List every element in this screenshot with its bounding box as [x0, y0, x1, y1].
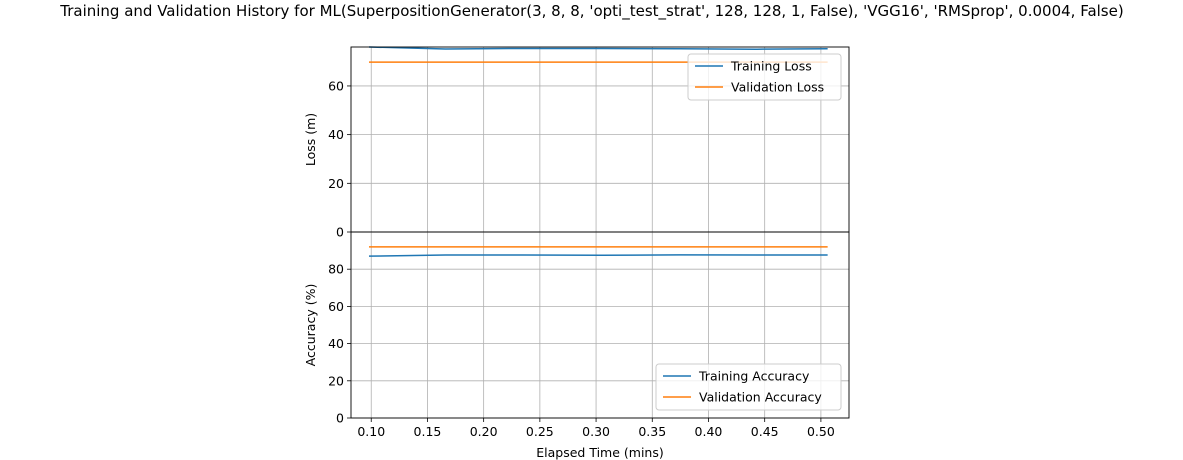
x-tick-label: 0.45	[751, 424, 779, 439]
legend-label: Validation Loss	[731, 80, 824, 95]
y-tick-label: 60	[328, 299, 344, 314]
y-tick-label: 40	[328, 127, 344, 142]
legend-box	[655, 363, 842, 411]
x-tick-label: 0.30	[582, 424, 610, 439]
series-line-training-loss	[368, 46, 828, 50]
y-tick-label: 20	[328, 176, 344, 191]
y-tick-label: 20	[328, 373, 344, 388]
legend-label: Validation Accuracy	[699, 390, 822, 405]
y-tick-label: 80	[328, 262, 344, 277]
x-tick-label: 0.15	[414, 424, 442, 439]
legend: Training Accuracy Validation Accuracy	[655, 363, 842, 411]
y-tick-label: 60	[328, 78, 344, 93]
y-axis-label: Loss (m)	[303, 113, 318, 166]
chart-title: Training and Validation History for ML(S…	[59, 2, 1123, 21]
y-tick-label: 0	[336, 411, 344, 426]
x-tick-label: 0.10	[357, 424, 385, 439]
chart-panels: 0 20 40 60 Loss (m) Training Loss Validation L…	[303, 46, 850, 439]
y-tick-label: 0	[336, 225, 344, 240]
panel-loss: 0 20 40 60 Loss (m) Training Loss Validation L…	[303, 46, 850, 240]
series-line-training-accuracy	[368, 254, 828, 257]
x-tick-label: 0.25	[526, 424, 554, 439]
x-tick-label: 0.50	[807, 424, 835, 439]
x-tick-label: 0.35	[638, 424, 666, 439]
x-tick-label: 0.40	[695, 424, 723, 439]
legend-box	[687, 53, 842, 101]
y-tick-label: 40	[328, 336, 344, 351]
x-tick-label: 0.20	[470, 424, 498, 439]
legend-label: Training Loss	[730, 59, 812, 74]
y-axis-label: Accuracy (%)	[303, 284, 318, 367]
x-axis-label: Elapsed Time (mins)	[536, 445, 663, 460]
panel-accuracy: 0 20 40 60 80 Accuracy (%) 0.10 0.15 0.20 0.25 0.3…	[303, 231, 850, 439]
plot-frame	[350, 231, 850, 419]
legend: Training Loss Validation Loss	[687, 53, 842, 101]
legend-label: Training Accuracy	[698, 369, 810, 384]
